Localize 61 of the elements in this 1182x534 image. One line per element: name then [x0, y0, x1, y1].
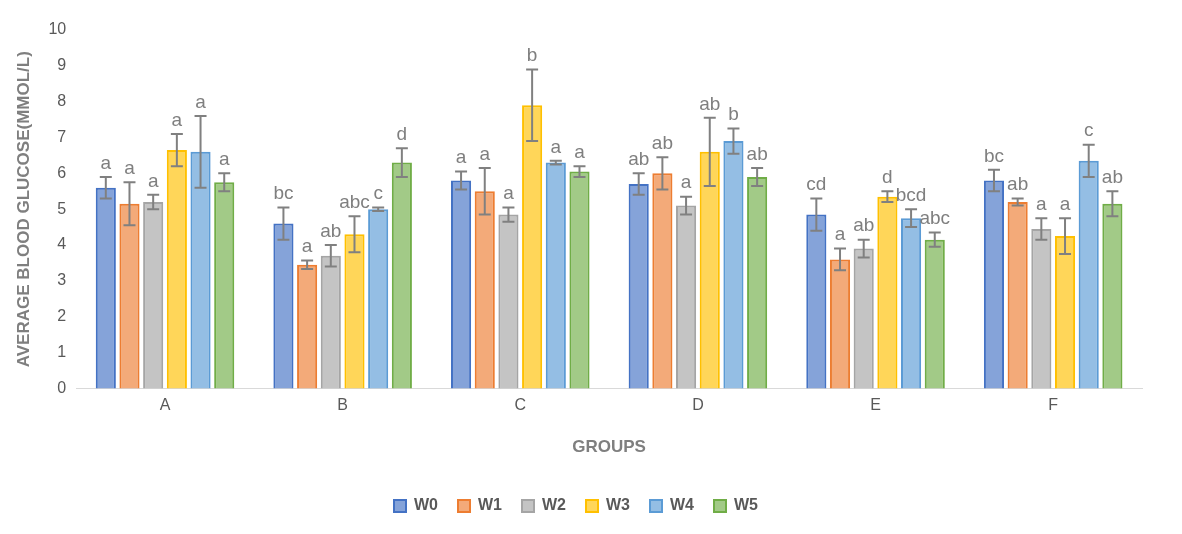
y-tick-label: 6 [57, 163, 67, 181]
data-label: ab [651, 131, 673, 153]
y-tick-label: 2 [57, 307, 67, 325]
data-label: abc [919, 207, 951, 229]
data-label: d [882, 166, 893, 188]
data-label: ab [746, 142, 768, 164]
data-label: a [680, 171, 692, 193]
data-label: a [218, 148, 230, 170]
data-label: bc [273, 182, 294, 204]
legend-label: W1 [478, 496, 503, 514]
data-label: cd [806, 173, 827, 195]
data-label: a [455, 146, 467, 168]
legend-label: W4 [670, 496, 695, 514]
data-label: ab [1101, 166, 1123, 188]
data-label: a [195, 90, 207, 112]
x-tick-label: B [337, 396, 348, 414]
data-label: a [1059, 192, 1071, 214]
legend-label: W5 [734, 496, 759, 514]
y-tick-label: 5 [57, 199, 67, 217]
data-label: a [124, 157, 136, 179]
data-label: c [1083, 119, 1094, 141]
data-label: a [147, 169, 159, 191]
y-tick-label: 9 [57, 56, 67, 74]
y-tick-label: 3 [57, 271, 67, 289]
y-tick-label: 10 [48, 20, 67, 38]
data-label: bc [983, 144, 1005, 166]
x-axis-title: GROUPS [572, 437, 646, 457]
y-axis-title: AVERAGE BLOOD GLUCOSE(MMOL/L) [13, 51, 33, 368]
y-tick-label: 7 [57, 127, 67, 145]
data-label: a [301, 235, 313, 257]
data-label: a [550, 135, 562, 157]
data-label: b [526, 44, 538, 66]
y-tick-label: 1 [57, 342, 67, 360]
legend-label: W3 [606, 496, 631, 514]
y-tick-label: 0 [57, 378, 67, 396]
data-label: b [728, 103, 739, 125]
data-label: a [503, 182, 515, 204]
data-label: a [574, 140, 586, 162]
data-label: ab [853, 214, 875, 236]
data-label: ab [1007, 173, 1029, 195]
data-label: ab [320, 219, 342, 241]
x-tick-label: A [159, 396, 171, 414]
legend-label: W2 [542, 496, 567, 514]
y-tick-label: 4 [57, 235, 67, 253]
x-tick-label: E [870, 396, 881, 414]
data-label: ab [699, 92, 721, 114]
x-tick-label: C [514, 396, 527, 414]
data-label: a [1036, 192, 1048, 214]
data-label: bcd [895, 183, 927, 205]
data-label: abc [339, 191, 370, 213]
x-tick-label: D [692, 396, 704, 414]
data-label: a [834, 223, 846, 245]
data-label: ab [628, 148, 650, 170]
data-label: a [100, 151, 112, 173]
data-label: a [479, 142, 491, 164]
data-label: d [396, 123, 408, 145]
data-label: a [171, 108, 183, 130]
x-tick-label: F [1048, 396, 1059, 414]
y-tick-label: 8 [57, 92, 67, 110]
data-label: c [373, 182, 383, 204]
legend-label: W0 [414, 496, 439, 514]
